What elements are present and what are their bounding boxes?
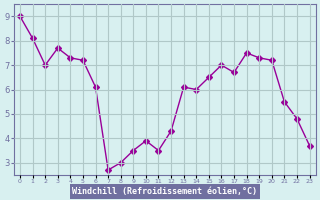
X-axis label: Windchill (Refroidissement éolien,°C): Windchill (Refroidissement éolien,°C) (72, 187, 257, 196)
